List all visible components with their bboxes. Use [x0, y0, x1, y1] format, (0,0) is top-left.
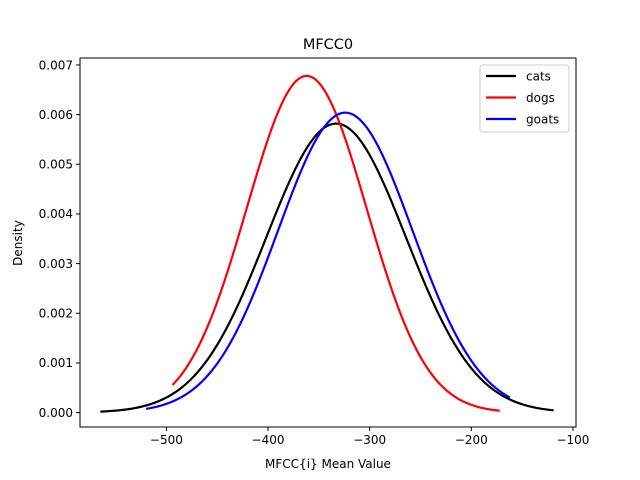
x-tick-label: −100 — [556, 433, 589, 447]
plot-frame — [79, 57, 577, 428]
series-curves — [100, 74, 554, 413]
y-axis-label: Density — [11, 220, 25, 266]
series-line-goats — [145, 111, 511, 410]
y-tick-label: 0.000 — [39, 406, 73, 420]
legend: cats dogs goats — [479, 64, 570, 133]
y-tick-label: 0.001 — [39, 356, 73, 370]
y-axis-ticks: 0.000 0.001 0.002 0.003 0.004 0.005 0.006 0.007 — [39, 58, 80, 420]
y-tick-label: 0.002 — [39, 307, 73, 321]
x-axis-ticks: −500 −400 −300 −200 −100 — [150, 427, 589, 447]
x-tick-label: −500 — [150, 433, 183, 447]
y-tick-label: 0.004 — [39, 207, 73, 221]
x-tick-label: −200 — [455, 433, 488, 447]
legend-label-cats: cats — [526, 69, 551, 83]
legend-label-goats: goats — [526, 112, 559, 126]
y-tick-label: 0.005 — [39, 158, 73, 172]
x-tick-label: −400 — [252, 433, 285, 447]
x-tick-label: −300 — [353, 433, 386, 447]
chart-title: MFCC0 — [303, 37, 353, 53]
y-tick-label: 0.003 — [39, 257, 73, 271]
legend-label-dogs: dogs — [526, 91, 555, 105]
legend-box — [479, 64, 570, 133]
y-tick-label: 0.006 — [39, 108, 73, 122]
series-line-cats — [100, 122, 554, 413]
y-tick-label: 0.007 — [39, 58, 73, 72]
x-axis-label: MFCC{i} Mean Value — [265, 457, 391, 471]
